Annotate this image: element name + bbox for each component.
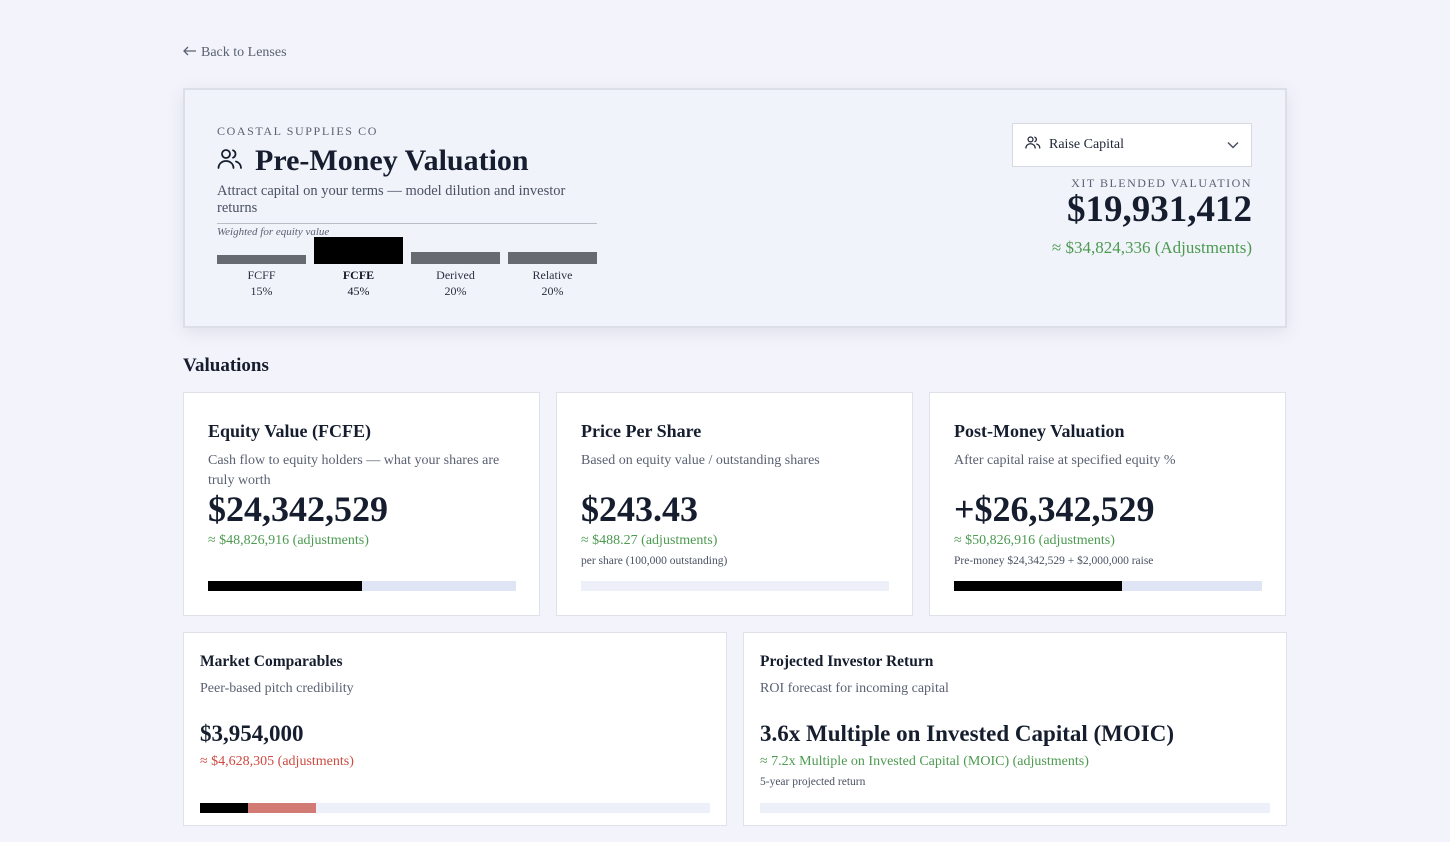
blended-valuation-adjusted: ≈ $34,824,336 (Adjustments) bbox=[1051, 238, 1252, 257]
card-progress-adjusted-fill bbox=[247, 803, 316, 813]
card-title: Price Per Share bbox=[581, 421, 702, 441]
card-post-money-valuation[interactable]: Post-Money Valuation After capital raise… bbox=[929, 392, 1286, 616]
card-description: After capital raise at specified equity … bbox=[954, 453, 1176, 468]
card-title: Projected Investor Return bbox=[760, 653, 934, 670]
card-value: $3,954,000 bbox=[200, 721, 304, 746]
weight-fcff[interactable]: FCFF 15% bbox=[217, 235, 306, 305]
users-icon bbox=[1025, 135, 1041, 155]
card-value: $24,342,529 bbox=[208, 489, 388, 529]
hero-panel: COASTAL SUPPLIES CO Pre-Money Valuation … bbox=[183, 88, 1287, 328]
card-progress-track bbox=[954, 581, 1262, 591]
page-title: Pre-Money Valuation bbox=[255, 144, 529, 177]
card-progress-fill bbox=[200, 803, 248, 813]
weight-label: FCFF 15% bbox=[247, 268, 276, 298]
card-price-per-share[interactable]: Price Per Share Based on equity value / … bbox=[556, 392, 913, 616]
scenario-select-value: Raise Capital bbox=[1049, 137, 1125, 152]
card-adjusted-value: ≈ $488.27 (adjustments) bbox=[581, 533, 718, 548]
card-note: per share (100,000 outstanding) bbox=[581, 555, 728, 567]
page-title-row: Pre-Money Valuation bbox=[217, 144, 529, 178]
card-market-comparables[interactable]: Market Comparables Peer-based pitch cred… bbox=[183, 632, 727, 826]
back-to-lenses-link[interactable]: Back to Lenses bbox=[183, 45, 287, 61]
card-note: 5-year projected return bbox=[760, 776, 866, 788]
weight-label: Relative 20% bbox=[532, 268, 573, 298]
card-value: +$26,342,529 bbox=[954, 489, 1155, 529]
card-progress-track bbox=[208, 581, 516, 591]
weight-bar bbox=[411, 252, 500, 264]
back-link-label: Back to Lenses bbox=[201, 45, 287, 60]
section-title-valuations: Valuations bbox=[183, 355, 269, 376]
page-subtitle: Attract capital on your terms — model di… bbox=[217, 183, 597, 224]
arrow-left-icon bbox=[183, 45, 197, 61]
blended-valuation-label: XIT BLENDED VALUATION bbox=[1071, 176, 1252, 190]
card-title: Market Comparables bbox=[200, 653, 343, 670]
weight-fcfe[interactable]: FCFE 45% bbox=[314, 235, 403, 305]
users-icon bbox=[217, 147, 243, 176]
card-title: Post-Money Valuation bbox=[954, 421, 1125, 441]
blended-valuation-value: $19,931,412 bbox=[1067, 189, 1252, 230]
card-title: Equity Value (FCFE) bbox=[208, 421, 372, 441]
weight-bar bbox=[508, 252, 597, 264]
card-description: Based on equity value / outstanding shar… bbox=[581, 453, 820, 468]
card-progress-track bbox=[200, 803, 710, 813]
card-progress-track bbox=[760, 803, 1270, 813]
card-value: 3.6x Multiple on Invested Capital (MOIC) bbox=[760, 721, 1174, 746]
card-value: $243.43 bbox=[581, 489, 698, 529]
weight-relative[interactable]: Relative 20% bbox=[508, 235, 597, 305]
card-progress-fill bbox=[954, 581, 1122, 591]
weighted-caption: Weighted for equity value bbox=[217, 226, 330, 238]
card-adjusted-value: ≈ $48,826,916 (adjustments) bbox=[208, 533, 369, 548]
weight-bar bbox=[314, 237, 403, 264]
weight-label: FCFE 45% bbox=[342, 268, 375, 298]
card-adjusted-value: ≈ $50,826,916 (adjustments) bbox=[954, 533, 1115, 548]
card-progress-fill bbox=[208, 581, 362, 591]
card-progress-track bbox=[581, 581, 889, 591]
weight-derived[interactable]: Derived 20% bbox=[411, 235, 500, 305]
card-adjusted-value: ≈ 7.2x Multiple on Invested Capital (MOI… bbox=[760, 754, 1089, 769]
card-projected-investor-return[interactable]: Projected Investor Return ROI forecast f… bbox=[743, 632, 1287, 826]
card-note: Pre-money $24,342,529 + $2,000,000 raise bbox=[954, 555, 1154, 567]
card-adjusted-value: ≈ $4,628,305 (adjustments) bbox=[200, 754, 354, 769]
chevron-down-icon bbox=[1227, 136, 1239, 154]
card-description: ROI forecast for incoming capital bbox=[760, 681, 949, 696]
weight-label: Derived 20% bbox=[436, 268, 475, 298]
card-description: Cash flow to equity holders — what your … bbox=[208, 453, 500, 488]
weight-bar bbox=[217, 255, 306, 264]
card-equity-value[interactable]: Equity Value (FCFE) Cash flow to equity … bbox=[183, 392, 540, 616]
scenario-select[interactable]: Raise Capital bbox=[1012, 123, 1252, 167]
company-name: COASTAL SUPPLIES CO bbox=[217, 124, 379, 138]
weights-chart: FCFF 15% FCFE 45% Derived 20% Relative 20% bbox=[217, 235, 597, 305]
card-description: Peer-based pitch credibility bbox=[200, 681, 354, 696]
